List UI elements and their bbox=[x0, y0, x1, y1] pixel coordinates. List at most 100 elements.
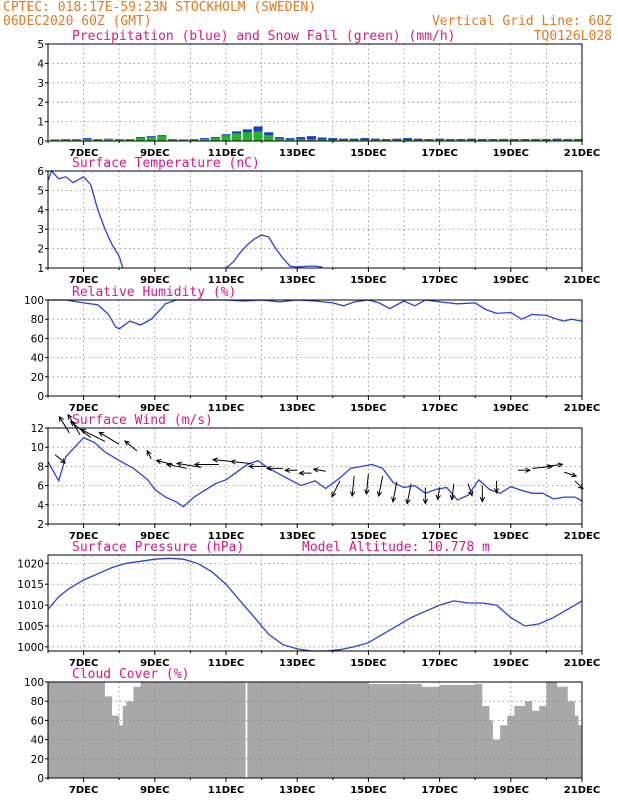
wind-arrow-head bbox=[391, 496, 397, 503]
precipitation-bar bbox=[403, 138, 413, 141]
y-tick-label: 2 bbox=[37, 97, 44, 109]
wind-arrow bbox=[546, 463, 563, 467]
snowfall-bar bbox=[285, 139, 295, 141]
plot-area: 0 20 40 60 80 100 7DEC 9DEC 11DEC 13DEC 15DEC 17DEC… bbox=[24, 295, 600, 414]
precipitation-bar bbox=[435, 138, 445, 141]
x-tick-label: 13DEC bbox=[279, 531, 315, 542]
x-tick-label: 19DEC bbox=[493, 785, 529, 796]
snowfall-bar bbox=[210, 138, 220, 141]
wind-arrow-head bbox=[265, 465, 272, 471]
y-tick-label: 0 bbox=[37, 773, 44, 785]
precipitation-bar bbox=[371, 138, 381, 141]
x-tick-label: 17DEC bbox=[421, 658, 457, 669]
snowfall-bar bbox=[125, 139, 135, 141]
y-tick-label: 100 bbox=[24, 677, 44, 689]
wind-arrow-head bbox=[248, 463, 254, 470]
plot-area: 1000 1005 1010 1015 1020 7DEC 9DEC 11DEC 13DEC 15… bbox=[17, 554, 600, 669]
y-tick-label: 1005 bbox=[17, 621, 44, 633]
precipitation-bar bbox=[317, 137, 327, 141]
snowfall-bar bbox=[221, 135, 231, 141]
wind-arrow-head bbox=[435, 494, 441, 501]
x-tick-label: 13DEC bbox=[279, 275, 315, 286]
x-tick-label: 17DEC bbox=[421, 785, 457, 796]
wind-arrow bbox=[331, 480, 341, 498]
wind-arrow-head bbox=[557, 462, 564, 468]
wind-arrow-head bbox=[493, 488, 500, 494]
y-tick-label: 100 bbox=[24, 295, 44, 307]
y-tick-label: 1 bbox=[37, 263, 44, 275]
wind-arrow bbox=[58, 416, 70, 434]
y-tick-label: 40 bbox=[31, 735, 44, 747]
x-tick-label: 9DEC bbox=[140, 658, 169, 669]
panel-title: Relative Humidity (%) bbox=[72, 285, 236, 300]
precipitation-bar bbox=[467, 138, 477, 141]
wind-arrow-head bbox=[571, 472, 578, 478]
wind-arrow-head bbox=[525, 467, 532, 473]
snowfall-bar bbox=[189, 139, 199, 141]
x-tick-label: 7DEC bbox=[69, 148, 98, 159]
y-tick-label: 6 bbox=[37, 166, 44, 178]
x-tick-label: 11DEC bbox=[208, 403, 244, 414]
x-tick-label: 21DEC bbox=[564, 531, 600, 542]
y-tick-label: 4 bbox=[37, 500, 44, 512]
header-model-code: TQ0126L028 bbox=[534, 29, 612, 44]
snowfall-bar bbox=[114, 139, 124, 141]
precipitation-bar bbox=[360, 138, 370, 141]
y-tick-label: 1015 bbox=[17, 579, 44, 591]
x-tick-label: 7DEC bbox=[69, 403, 98, 414]
wind-arrow bbox=[451, 483, 455, 500]
x-tick-label: 21DEC bbox=[564, 275, 600, 286]
y-tick-label: 20 bbox=[31, 372, 44, 384]
wind-arrow-head bbox=[211, 457, 218, 463]
x-tick-label: 19DEC bbox=[493, 658, 529, 669]
snowfall-bar bbox=[71, 139, 81, 141]
panel-title: Surface Wind (m/s) bbox=[72, 413, 213, 428]
y-tick-label: 5 bbox=[37, 39, 44, 51]
x-tick-label: 17DEC bbox=[421, 531, 457, 542]
x-tick-label: 7DEC bbox=[69, 275, 98, 286]
x-tick-label: 11DEC bbox=[208, 785, 244, 796]
y-tick-label: 4 bbox=[37, 58, 44, 70]
x-tick-label: 17DEC bbox=[421, 148, 457, 159]
series-line bbox=[48, 299, 583, 330]
y-tick-label: 20 bbox=[31, 754, 44, 766]
wind-arrow-head bbox=[146, 449, 152, 456]
wind-arrow-head bbox=[298, 470, 305, 476]
x-tick-label: 11DEC bbox=[208, 275, 244, 286]
y-tick-label: 80 bbox=[31, 696, 44, 708]
x-tick-label: 15DEC bbox=[350, 658, 386, 669]
wind-arrow bbox=[124, 440, 138, 452]
snowfall-bar bbox=[296, 139, 306, 141]
y-tick-label: 8 bbox=[37, 461, 44, 473]
snowfall-bar bbox=[274, 138, 284, 141]
y-tick-label: 12 bbox=[31, 423, 44, 435]
x-tick-label: 15DEC bbox=[350, 785, 386, 796]
wind-arrow-head bbox=[124, 440, 130, 446]
snowfall-bar bbox=[136, 138, 146, 141]
snowfall-bar bbox=[253, 131, 263, 141]
wind-arrow-head bbox=[479, 496, 485, 503]
wind-arrow-head bbox=[60, 458, 67, 464]
x-tick-label: 21DEC bbox=[564, 403, 600, 414]
series-line bbox=[47, 557, 583, 652]
plot-frame bbox=[47, 299, 583, 397]
y-tick-label: 3 bbox=[37, 78, 44, 90]
wind-arrow-head bbox=[449, 494, 455, 501]
snowfall-bar bbox=[104, 139, 114, 141]
precipitation-bar bbox=[328, 138, 338, 141]
wind-arrow bbox=[392, 481, 398, 502]
y-tick-label: 40 bbox=[31, 353, 44, 365]
header-run-time: 06DEC2020 60Z (GMT) bbox=[3, 14, 152, 29]
snowfall-bar bbox=[146, 137, 156, 141]
x-tick-label: 21DEC bbox=[564, 148, 600, 159]
wind-arrow-head bbox=[284, 467, 290, 473]
wind-arrow-head bbox=[165, 462, 172, 468]
snowfall-bar bbox=[157, 136, 167, 141]
y-tick-label: 1010 bbox=[17, 600, 44, 612]
wind-arrow bbox=[467, 483, 473, 496]
plot-area: 0 1 2 3 4 5 7DEC 9DEC 11DEC 13DEC 15DEC 17DEC 19DEC 2… bbox=[37, 39, 600, 159]
panel-precipitation: Precipitation (blue) and Snow Fall (gree… bbox=[37, 29, 600, 159]
model-altitude: Model Altitude: 10.778 m bbox=[302, 540, 490, 555]
y-tick-label: 0 bbox=[37, 136, 44, 148]
